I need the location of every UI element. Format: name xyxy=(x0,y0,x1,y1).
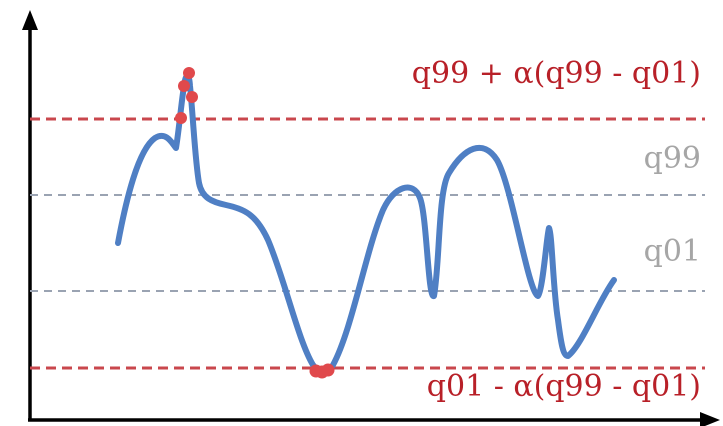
x-axis-arrowhead xyxy=(700,412,720,426)
q99-label: q99 xyxy=(644,141,701,176)
upper-threshold-label: q99 + α(q99 - q01) xyxy=(412,56,701,91)
outlier-point xyxy=(321,363,335,377)
q01-label: q01 xyxy=(644,234,701,269)
outlier-point xyxy=(175,112,187,124)
y-axis-arrowhead xyxy=(22,10,38,30)
upper-outliers xyxy=(175,67,198,124)
outlier-point xyxy=(183,67,195,79)
lower-threshold-label: q01 - α(q99 - q01) xyxy=(427,369,701,404)
outlier-point xyxy=(186,91,198,103)
outlier-point xyxy=(178,80,190,92)
lower-outliers xyxy=(309,363,335,379)
